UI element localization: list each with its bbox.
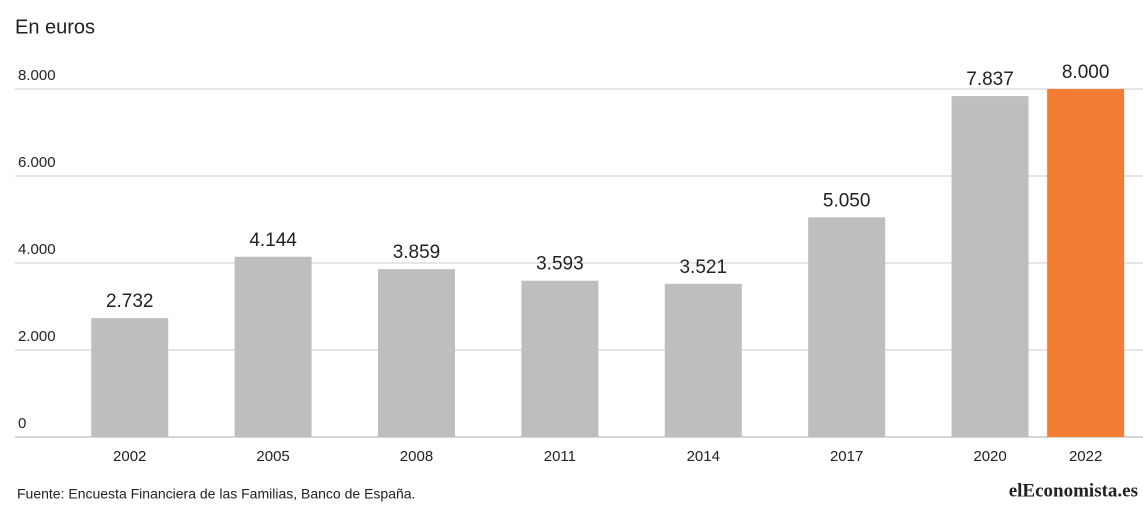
value-label: 8.000 (1062, 62, 1110, 83)
bar (91, 318, 169, 437)
value-label: 5.050 (823, 190, 871, 211)
value-label: 2.732 (106, 291, 154, 312)
chart-title: En euros (15, 16, 95, 38)
bar (1047, 89, 1125, 437)
x-tick-label: 2020 (973, 448, 1006, 465)
logo: elEconomista.es (1009, 480, 1138, 501)
x-tick-label: 2014 (687, 448, 720, 465)
y-tick-label: 2.000 (18, 328, 56, 345)
x-tick-label: 2002 (113, 448, 146, 465)
y-tick-label: 0 (18, 415, 26, 432)
source: Fuente: Encuesta Financiera de las Famil… (17, 486, 415, 502)
x-tick-label: 2017 (830, 448, 863, 465)
y-tick-label: 4.000 (18, 241, 56, 258)
value-label: 3.593 (536, 254, 584, 275)
x-tick-label: 2022 (1069, 448, 1102, 465)
value-label: 7.837 (966, 69, 1014, 90)
bar (377, 269, 455, 437)
value-label: 4.144 (249, 230, 297, 251)
bar (234, 256, 312, 437)
value-label: 3.521 (679, 257, 727, 278)
bar (521, 280, 599, 437)
bar (808, 217, 886, 437)
y-tick-label: 8.000 (18, 67, 56, 84)
bar (951, 96, 1029, 437)
value-label: 3.859 (393, 242, 441, 263)
y-tick-label: 6.000 (18, 154, 56, 171)
bar (664, 283, 742, 437)
x-tick-label: 2005 (256, 448, 289, 465)
x-tick-label: 2008 (400, 448, 433, 465)
x-tick-label: 2011 (544, 448, 576, 465)
